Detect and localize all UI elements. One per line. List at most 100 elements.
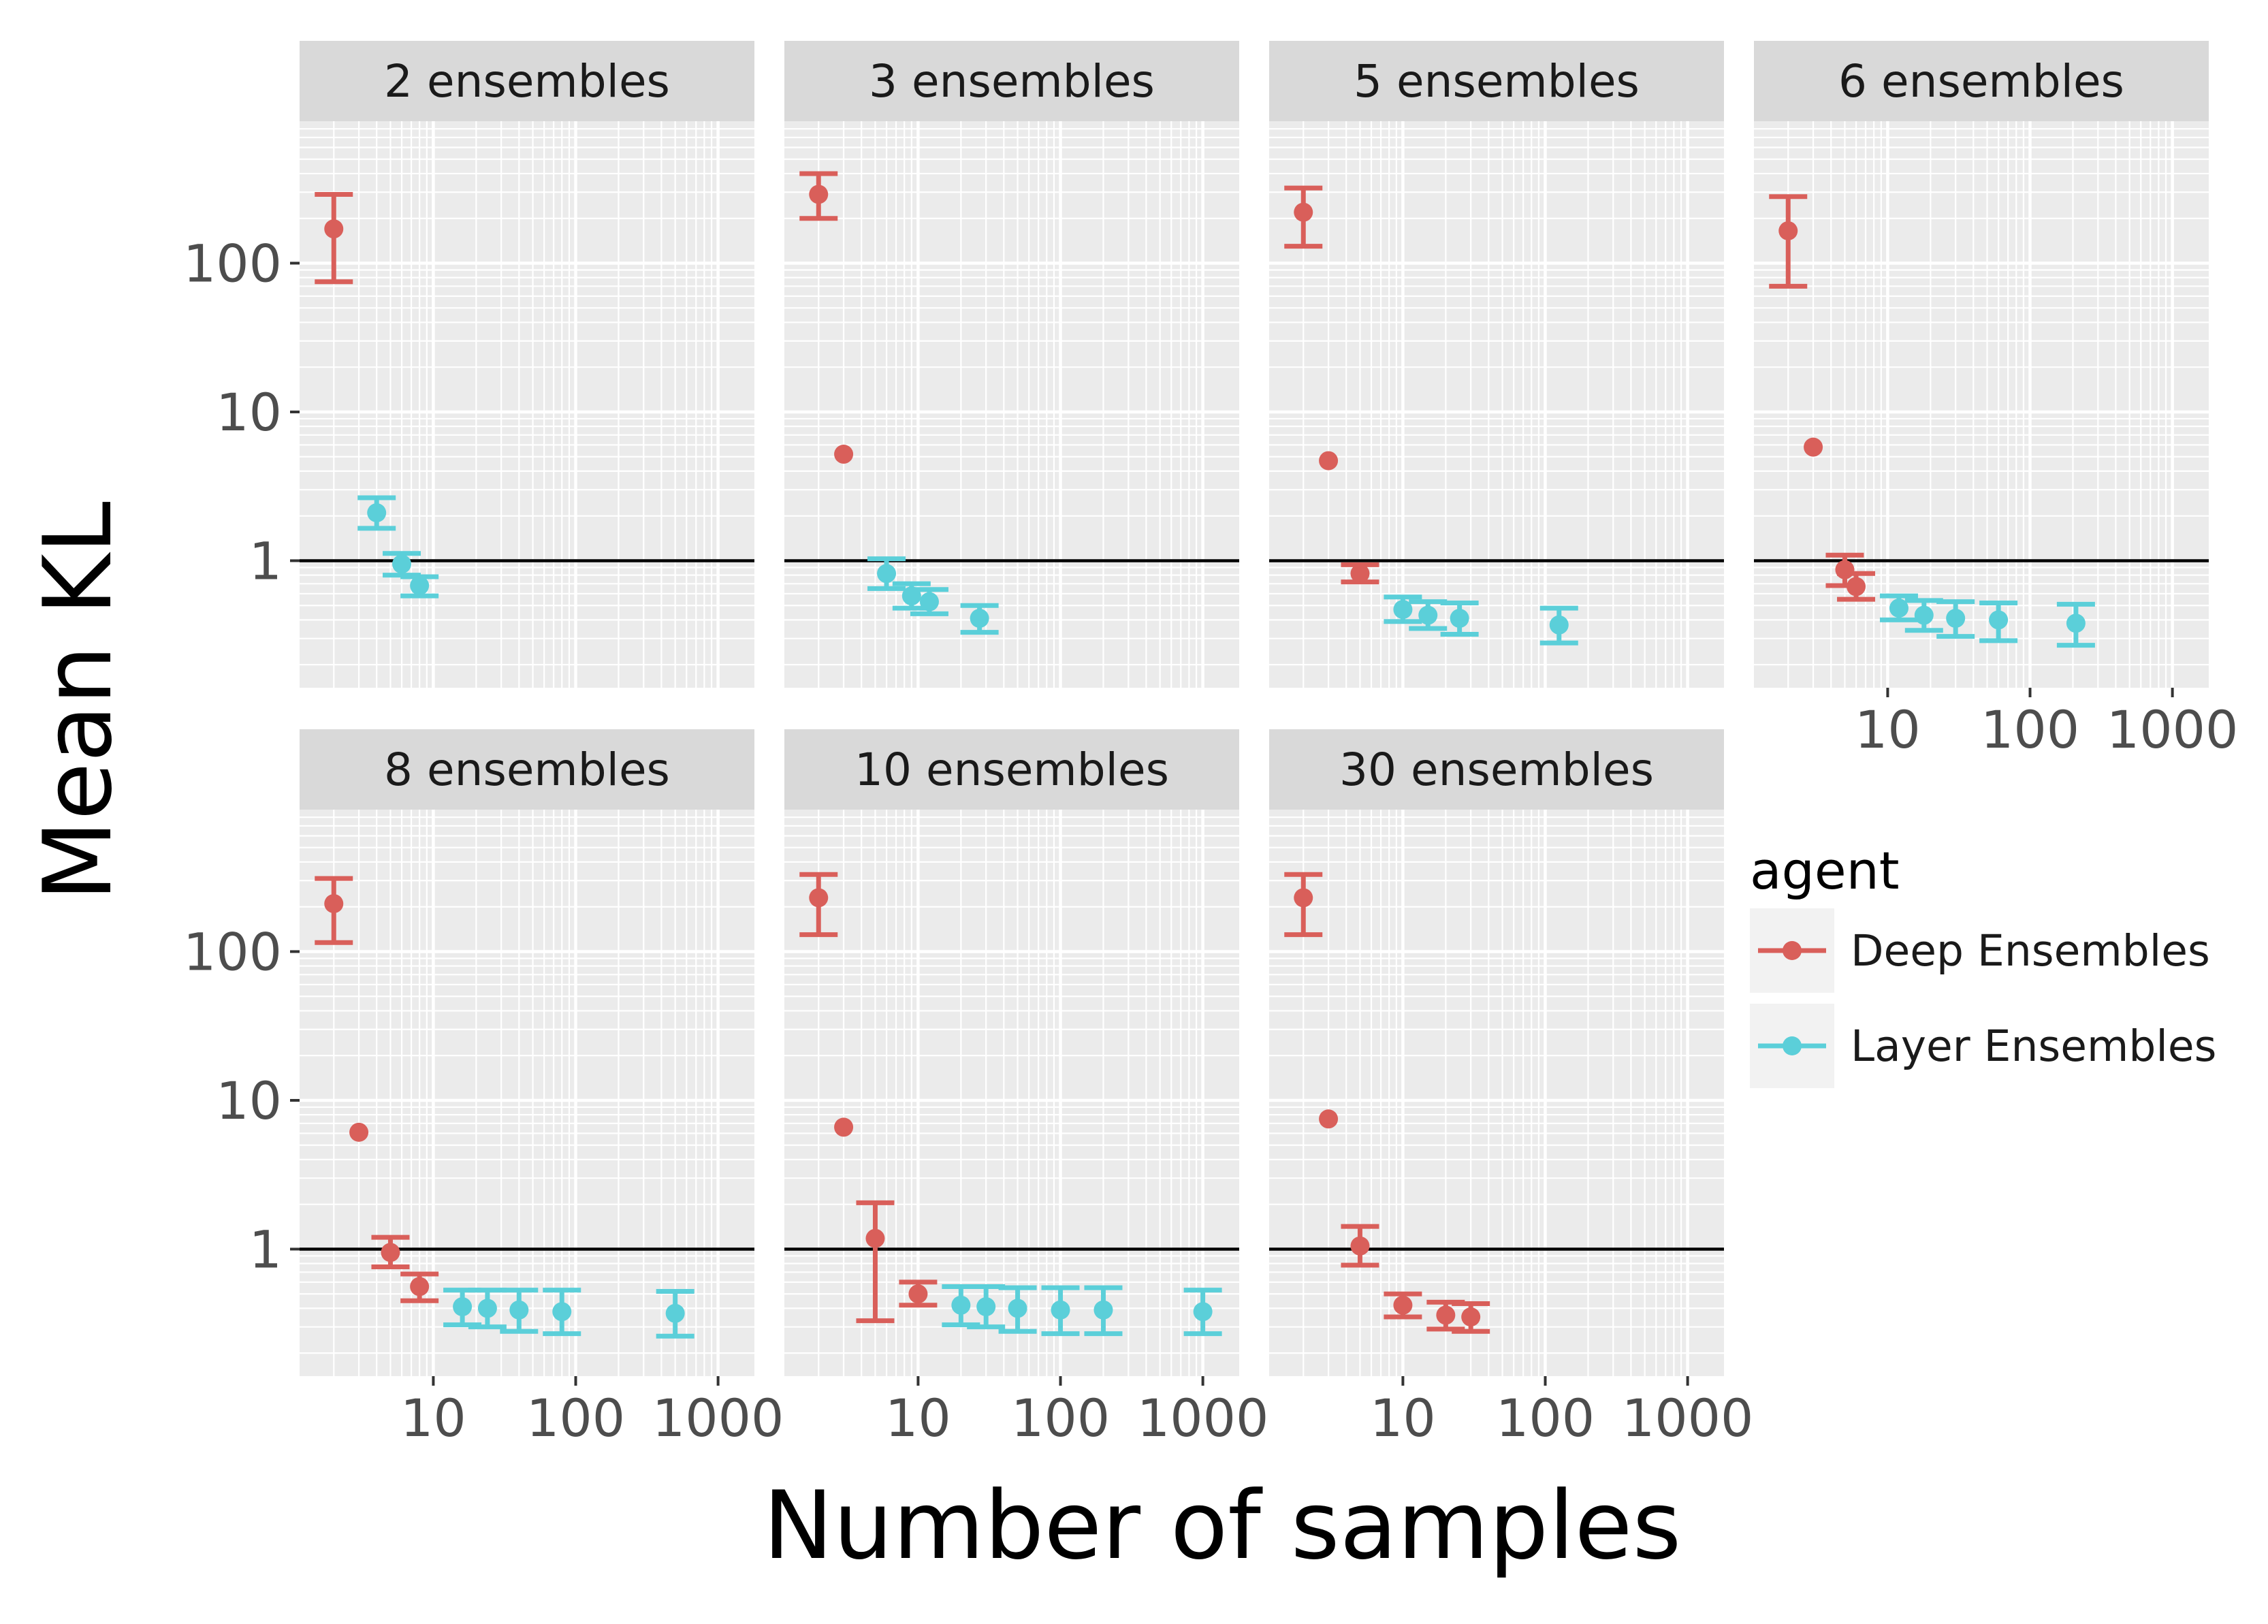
data-point [834,1117,854,1137]
x-tick-label: 100 [1981,699,2079,760]
facet-label: 2 ensembles [384,55,670,108]
facet-panel: 30 ensembles 10 100 1000 [1269,729,1753,1448]
data-point [552,1302,572,1322]
facet-label: 10 ensembles [855,744,1169,796]
y-tick-label: 10 [216,1070,282,1131]
data-point [1889,599,1908,618]
data-point [1835,560,1855,579]
x-tick-label: 10 [1855,699,1921,760]
x-tick-label: 1000 [1622,1388,1753,1448]
data-point [324,219,344,239]
data-point [410,1277,430,1296]
data-point [970,609,989,628]
facet-strip [784,41,1239,121]
data-point [1418,605,1438,625]
x-tick-label: 10 [1370,1388,1436,1448]
data-point [1319,1109,1339,1129]
data-point [665,1303,685,1323]
data-point [1450,609,1469,628]
facet-panel: 5 ensembles [1269,41,1724,688]
series-layer-ensembles [942,1284,1222,1337]
series-layer-ensembles [443,1288,694,1339]
data-point [381,1243,400,1262]
y-tick-label: 100 [183,921,282,982]
data-point [834,445,854,464]
x-tick-label: 1000 [1137,1388,1268,1448]
data-point [1393,1295,1413,1315]
data-point [1914,605,1934,625]
facet-strip [1269,41,1724,121]
data-point [1461,1307,1481,1327]
x-tick-label: 100 [526,1388,625,1448]
x-tick-label: 10 [885,1388,951,1448]
series-deep-ensembles [1284,872,1490,1334]
data-point [1778,221,1798,240]
series-deep-ensembles [1284,185,1379,585]
series-deep-ensembles [315,876,439,1303]
facet-label: 6 ensembles [1838,55,2124,108]
legend-label: Deep Ensembles [1851,926,2210,976]
data-point [1093,1300,1113,1320]
y-axis-title: Mean KL [23,501,133,901]
data-point [410,576,430,596]
data-point [349,1122,369,1142]
facet-strip [300,41,754,121]
data-point [324,894,344,914]
data-point [976,1297,996,1317]
y-tick-label: 1 [249,1219,282,1279]
data-point [1319,451,1339,471]
data-point [1350,564,1370,584]
y-tick-label: 100 [183,233,282,293]
facet-strip [1269,729,1724,810]
series-deep-ensembles [799,872,938,1324]
facet-panel: 6 ensembles 10 100 1000 [1754,41,2238,760]
series-deep-ensembles [315,191,353,285]
facet-label: 3 ensembles [869,55,1155,108]
facet-label: 8 ensembles [384,744,670,796]
facet-panels: 2 ensembles 1 10 100 3 ensembles 5 ensembles 6… [183,41,2238,1448]
series-deep-ensembles [799,171,854,464]
facet-panel: 2 ensembles 1 10 100 [183,41,754,688]
data-point [1847,577,1866,596]
data-point [1804,437,1823,457]
data-point [1393,600,1413,620]
y-tick-label: 1 [249,530,282,591]
data-point [1989,610,2009,630]
data-point [908,1284,928,1304]
data-point [392,554,412,574]
data-point [1946,609,1966,628]
data-point [1549,615,1569,635]
legend: agent Deep Ensembles Layer Ensembles [1750,840,2216,1088]
facet-strip [784,729,1239,810]
series-layer-ensembles [357,495,439,599]
facet-strip [1754,41,2209,121]
legend-label: Layer Ensembles [1851,1021,2216,1071]
series-layer-ensembles [867,556,999,635]
data-point [453,1297,473,1317]
facet-panel: 8 ensembles 10 100 1000 1 10 100 [183,729,784,1448]
facet-strip [300,729,754,810]
legend-key-point [1783,1036,1802,1055]
data-point [951,1295,971,1315]
data-point [1193,1302,1213,1322]
x-tick-label: 100 [1496,1388,1595,1448]
data-point [809,888,829,908]
data-point [1350,1236,1370,1256]
data-point [809,185,829,204]
data-point [877,564,897,584]
facet-panel: 10 ensembles 10 100 1000 [784,729,1268,1448]
series-deep-ensembles [1769,194,1876,602]
legend-title: agent [1750,840,1900,901]
series-layer-ensembles [1879,593,2095,648]
x-tick-label: 10 [400,1388,466,1448]
y-tick-label: 10 [216,382,282,443]
data-point [477,1299,497,1318]
series-layer-ensembles [1384,594,1578,646]
data-point [2066,614,2086,633]
legend-key-point [1783,941,1802,960]
data-point [1436,1305,1456,1325]
facet-label: 5 ensembles [1354,55,1640,108]
data-point [865,1228,885,1248]
facet-label: 30 ensembles [1339,744,1654,796]
